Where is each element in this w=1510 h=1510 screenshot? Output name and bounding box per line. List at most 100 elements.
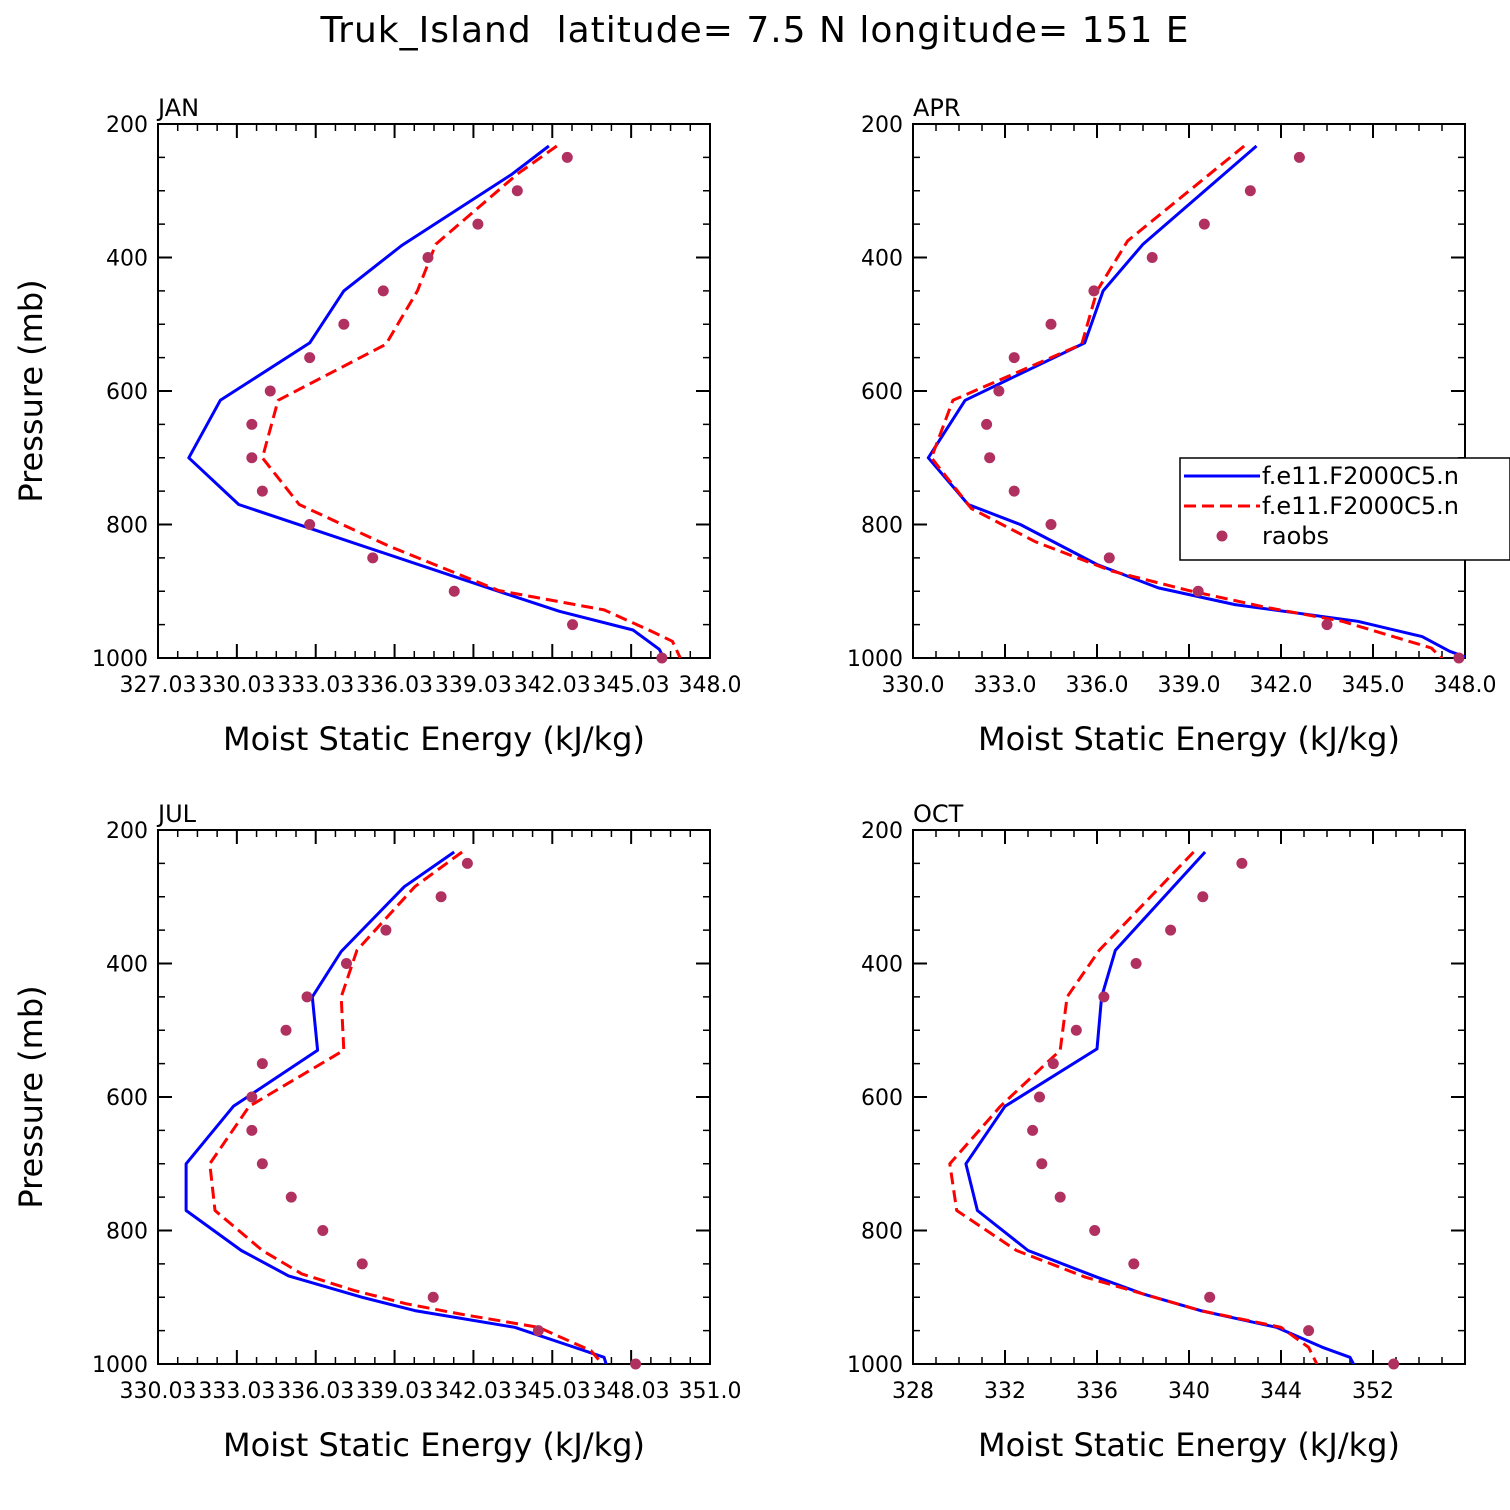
x-tick-label: 342.03 bbox=[435, 1379, 512, 1404]
x-tick-label: 339.0 bbox=[1158, 673, 1221, 698]
x-tick-label: 344 bbox=[1260, 1379, 1302, 1404]
x-tick-label: 348.03 bbox=[593, 1379, 670, 1404]
y-tick-label: 600 bbox=[106, 1086, 148, 1111]
y-tick-label: 800 bbox=[861, 514, 903, 539]
raobs-point bbox=[993, 385, 1005, 397]
y-axis-label: Pressure (mb) bbox=[12, 985, 50, 1208]
raobs-point bbox=[1070, 1024, 1082, 1036]
raobs-point bbox=[256, 1158, 268, 1170]
raobs-point bbox=[256, 485, 268, 497]
panel-title: APR bbox=[913, 94, 961, 122]
x-tick-label: 330.03 bbox=[198, 673, 275, 698]
raobs-point bbox=[561, 151, 573, 163]
legend-entry: raobs bbox=[1262, 522, 1329, 550]
x-axis-label: Moist Static Energy (kJ/kg) bbox=[223, 720, 645, 758]
raobs-point bbox=[256, 1058, 268, 1070]
x-tick-label: 345.03 bbox=[514, 1379, 591, 1404]
panel-oct: OCT 328 332 336 340 344 352 200 400 600 800 1000 Moi… bbox=[847, 800, 1466, 1464]
x-tick-label: 336.0 bbox=[1066, 673, 1129, 698]
raobs-point bbox=[1204, 1291, 1216, 1303]
plot-frame bbox=[157, 829, 711, 1365]
y-tick-label: 200 bbox=[861, 113, 903, 138]
panel-apr: APR 330.0 333.0 336.0 339.0 342.0 345.0 348.0 20… bbox=[847, 94, 1510, 758]
y-tick-label: 400 bbox=[106, 247, 148, 272]
figure-title: Truk_Island latitude= 7.5 N longitude= 1… bbox=[320, 10, 1190, 51]
series-line-dashed bbox=[208, 850, 605, 1364]
x-tick-label: 336.03 bbox=[356, 673, 433, 698]
raobs-point bbox=[1197, 891, 1209, 903]
x-tick-label: 327.03 bbox=[120, 673, 197, 698]
y-tick-label: 400 bbox=[861, 953, 903, 978]
raobs-point bbox=[1008, 352, 1020, 364]
raobs-point bbox=[1027, 1124, 1039, 1136]
raobs-point bbox=[567, 619, 579, 631]
x-tick-label: 328 bbox=[892, 1379, 934, 1404]
raobs-point bbox=[981, 418, 993, 430]
raobs-point bbox=[511, 185, 523, 197]
raobs-point bbox=[304, 519, 316, 530]
raobs-point bbox=[532, 1325, 544, 1337]
raobs-point bbox=[1244, 185, 1256, 197]
raobs-point bbox=[367, 552, 379, 564]
x-axis-label: Moist Static Energy (kJ/kg) bbox=[223, 1426, 645, 1464]
x-tick-label: 339.03 bbox=[435, 673, 512, 698]
raobs-point bbox=[285, 1191, 297, 1203]
raobs-point bbox=[461, 857, 473, 869]
y-tick-label: 800 bbox=[106, 1220, 148, 1245]
x-axis-label: Moist Static Energy (kJ/kg) bbox=[978, 1426, 1400, 1464]
raobs-point bbox=[356, 1258, 368, 1270]
legend-swatch-dot bbox=[1216, 530, 1228, 542]
raobs-point bbox=[1198, 218, 1210, 230]
raobs-point bbox=[435, 891, 447, 903]
raobs-point bbox=[304, 352, 316, 364]
raobs-point bbox=[1388, 1358, 1400, 1370]
raobs-point bbox=[280, 1024, 292, 1036]
y-tick-label: 800 bbox=[861, 1220, 903, 1245]
series-line-solid bbox=[187, 144, 666, 658]
x-tick-label: 340 bbox=[1168, 1379, 1210, 1404]
raobs-point bbox=[984, 452, 996, 464]
x-axis-label: Moist Static Energy (kJ/kg) bbox=[978, 720, 1400, 758]
x-tick-label: 336 bbox=[1076, 1379, 1118, 1404]
raobs-point bbox=[1047, 1058, 1059, 1070]
y-tick-label: 600 bbox=[861, 380, 903, 405]
y-tick-label: 1000 bbox=[92, 647, 148, 672]
raobs-point bbox=[630, 1358, 642, 1370]
plot-frame bbox=[157, 123, 711, 659]
raobs-point bbox=[246, 1091, 258, 1103]
raobs-point bbox=[1103, 552, 1115, 564]
raobs-point bbox=[317, 1225, 329, 1236]
raobs-point bbox=[448, 585, 460, 597]
x-tick-label: 345.03 bbox=[593, 673, 670, 698]
x-tick-label: 339.03 bbox=[356, 1379, 433, 1404]
raobs-point bbox=[340, 958, 352, 969]
raobs-point bbox=[1130, 958, 1142, 969]
y-tick-label: 1000 bbox=[92, 1353, 148, 1378]
x-tick-label: 342.03 bbox=[514, 673, 591, 698]
panel-title: JUL bbox=[156, 800, 197, 828]
series-line-solid bbox=[926, 144, 1465, 658]
x-tick-label: 333.03 bbox=[198, 1379, 275, 1404]
x-tick-label: 342.0 bbox=[1250, 673, 1313, 698]
x-tick-label: 348.0 bbox=[679, 673, 742, 698]
series-line-dashed bbox=[948, 850, 1319, 1364]
raobs-point bbox=[1036, 1158, 1048, 1170]
series-line-solid bbox=[964, 850, 1356, 1364]
raobs-point bbox=[246, 418, 258, 430]
y-tick-label: 600 bbox=[861, 1086, 903, 1111]
raobs-point bbox=[422, 252, 434, 263]
x-tick-label: 333.0 bbox=[974, 673, 1037, 698]
raobs-point bbox=[264, 385, 276, 397]
x-tick-label: 336.03 bbox=[277, 1379, 354, 1404]
raobs-point bbox=[1034, 1091, 1045, 1103]
raobs-point bbox=[1303, 1325, 1315, 1337]
raobs-point bbox=[1054, 1191, 1066, 1203]
series-line-dashed bbox=[929, 144, 1444, 658]
raobs-point bbox=[1321, 619, 1333, 631]
x-tick-label: 330.0 bbox=[882, 673, 945, 698]
legend-entry: f.e11.F2000C5.n bbox=[1262, 462, 1459, 490]
raobs-point bbox=[1089, 1225, 1101, 1236]
raobs-point bbox=[1146, 252, 1158, 263]
